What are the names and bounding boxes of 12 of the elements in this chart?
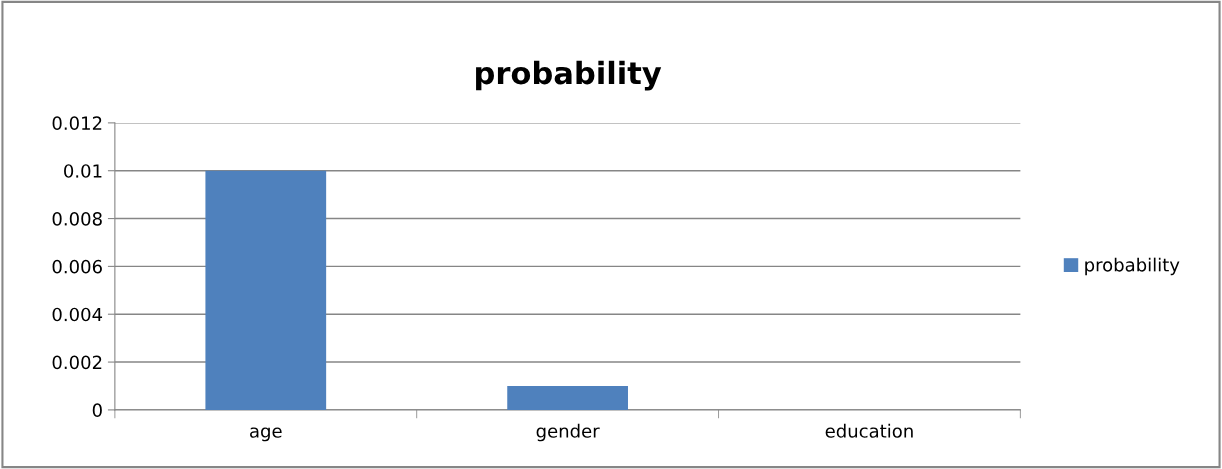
x-tick-label: age	[250, 427, 282, 442]
y-tick-label: 0.01	[64, 164, 102, 178]
y-tick-label: 0	[92, 403, 102, 418]
y-tick-label: 0.002	[52, 355, 102, 370]
y-tick-label: 0.004	[52, 307, 103, 322]
y-tick-label: 0.006	[52, 259, 102, 274]
legend-label: probability	[1085, 257, 1180, 276]
y-tick-label: 0.008	[52, 212, 102, 226]
y-tick-label: 0.012	[52, 116, 102, 130]
x-tick-label: gender	[536, 423, 600, 442]
x-tick-label: education	[825, 423, 913, 438]
chart-title: probability	[476, 60, 662, 91]
